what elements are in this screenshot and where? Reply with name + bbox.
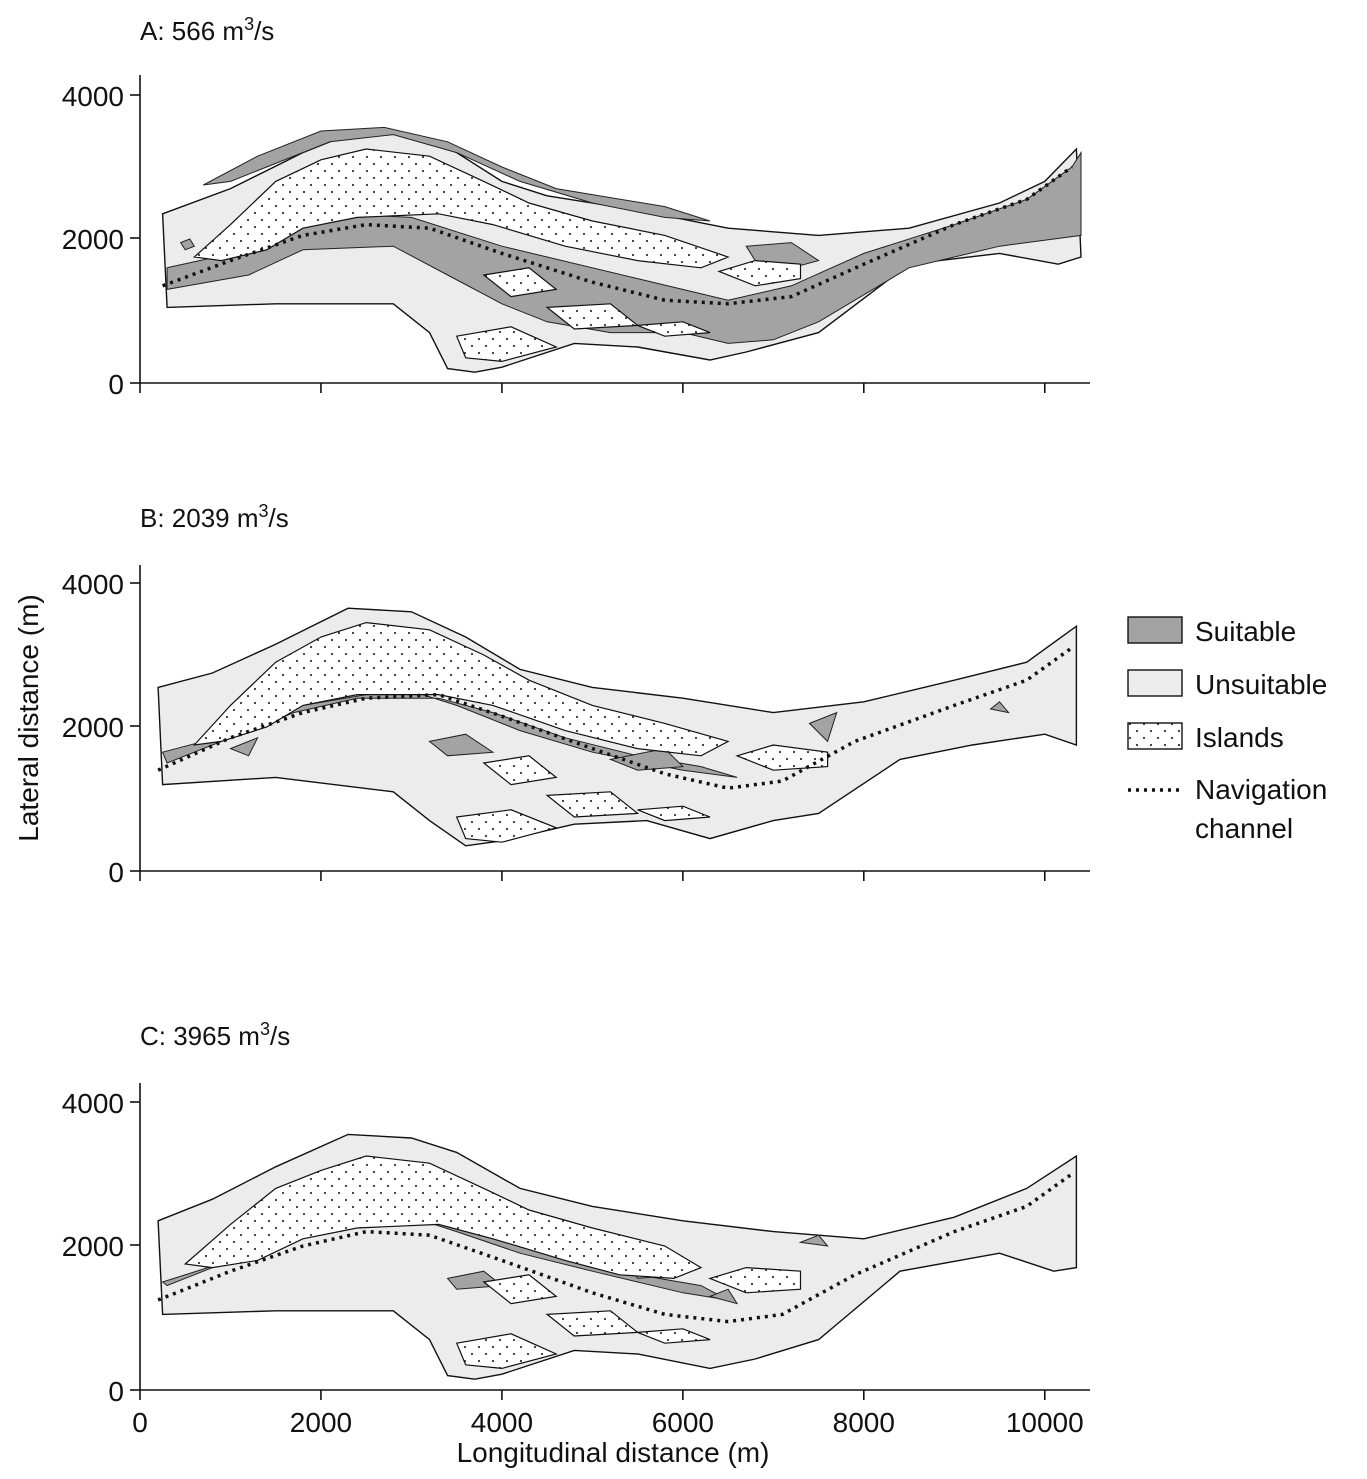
panel-c-islands bbox=[183, 1155, 802, 1370]
panel-c-xtick-label-3: 6000 bbox=[652, 1407, 714, 1438]
legend: Suitable Unsuitable Islands Navigation c… bbox=[1127, 616, 1327, 844]
panel-c-axes: 0 2000 4000 6000 8000 10000 0 2000 4000 bbox=[62, 1083, 1090, 1438]
panel-a-ytick-1: 2000 bbox=[62, 224, 124, 255]
legend-suitable-label: Suitable bbox=[1195, 616, 1296, 647]
panel-c-suitable-zone-4 bbox=[798, 1234, 829, 1247]
panel-c-xtick-label-2: 4000 bbox=[471, 1407, 533, 1438]
panel-b: B: 2039 m3/s 0 2000 4000 bbox=[62, 501, 1090, 888]
panel-a-suitable-zone-1 bbox=[203, 126, 711, 222]
panel-b-island-1 bbox=[735, 744, 829, 771]
legend-islands-swatch bbox=[1127, 722, 1183, 750]
panel-c-island-4 bbox=[637, 1328, 711, 1344]
panel-c-xtick-label-1: 2000 bbox=[290, 1407, 352, 1438]
panel-b-island-2 bbox=[482, 755, 558, 786]
panel-a-y-ticks: 0 2000 4000 bbox=[62, 81, 140, 400]
panel-b-islands bbox=[192, 621, 829, 843]
panel-b-title: B: 2039 m3/s bbox=[140, 501, 289, 533]
panel-b-axes: 0 2000 4000 bbox=[62, 565, 1090, 888]
panel-c-ytick-1: 2000 bbox=[62, 1231, 124, 1262]
panel-b-suitable-zone-5 bbox=[229, 736, 259, 757]
legend-islands-label: Islands bbox=[1195, 722, 1284, 753]
legend-suitable-swatch bbox=[1127, 616, 1183, 644]
panel-a-islands bbox=[192, 148, 802, 363]
panel-a-suitable-zone-3 bbox=[179, 238, 196, 251]
legend-unsuitable-label: Unsuitable bbox=[1195, 669, 1327, 700]
panel-a-island-1 bbox=[717, 259, 802, 287]
panel-b-suitable-zone-4 bbox=[989, 701, 1010, 714]
panel-a-island-5 bbox=[455, 326, 558, 363]
panel-c-y-ticks: 0 2000 4000 bbox=[62, 1088, 140, 1407]
panel-b-island-0 bbox=[192, 621, 730, 757]
panel-c-island-5 bbox=[455, 1333, 558, 1370]
panel-a-ytick-0: 0 bbox=[108, 369, 124, 400]
panel-c-x-ticks: 0 2000 4000 6000 8000 10000 bbox=[132, 1390, 1084, 1438]
panel-b-ytick-1: 2000 bbox=[62, 712, 124, 743]
panel-a-x-ticks bbox=[139, 383, 1046, 393]
legend-channel-label-line2: channel bbox=[1195, 813, 1293, 844]
panel-b-suitable-zone-3 bbox=[808, 711, 838, 743]
panel-c: C: 3965 m3/s 0 2000 4000 6000 8000 10000 0 20… bbox=[62, 1019, 1090, 1438]
panel-a-title: A: 566 m3/s bbox=[140, 14, 274, 46]
panel-b-suitable-zone-2 bbox=[608, 748, 685, 771]
legend-unsuitable-swatch bbox=[1127, 669, 1183, 697]
panel-a-island-0 bbox=[192, 148, 730, 269]
panel-c-plot bbox=[157, 1133, 1078, 1380]
panel-c-island-1 bbox=[708, 1266, 802, 1294]
panel-c-title: C: 3965 m3/s bbox=[140, 1019, 290, 1051]
panel-a-suitable-zone-0 bbox=[166, 150, 1082, 344]
panel-a: A: 566 m3/s 0 2000 4000 bbox=[62, 14, 1090, 400]
panel-c-xtick-label-4: 8000 bbox=[833, 1407, 895, 1438]
panel-a-axes: 0 2000 4000 bbox=[62, 75, 1090, 400]
panel-a-ytick-2: 4000 bbox=[62, 81, 124, 112]
panel-b-island-4 bbox=[637, 805, 711, 822]
panel-b-x-ticks bbox=[139, 871, 1046, 881]
panel-c-ytick-2: 4000 bbox=[62, 1088, 124, 1119]
panel-b-suitable-zone-1 bbox=[428, 733, 495, 757]
panel-b-ytick-2: 4000 bbox=[62, 569, 124, 600]
panel-c-xtick-label-5: 10000 bbox=[1006, 1407, 1084, 1438]
panel-b-ytick-0: 0 bbox=[108, 857, 124, 888]
panel-b-plot bbox=[157, 607, 1078, 847]
panel-a-island-4 bbox=[637, 321, 711, 337]
panel-c-island-2 bbox=[482, 1274, 558, 1305]
panel-a-island-2 bbox=[482, 267, 558, 298]
panel-b-island-5 bbox=[455, 809, 559, 843]
panel-b-y-ticks: 0 2000 4000 bbox=[62, 569, 140, 888]
legend-channel-label-line1: Navigation bbox=[1195, 774, 1327, 805]
y-axis-label: Lateral distance (m) bbox=[13, 594, 44, 841]
panel-a-plot bbox=[161, 126, 1082, 373]
panel-c-island-0 bbox=[183, 1155, 703, 1280]
panel-c-suitable-zone-3 bbox=[708, 1288, 739, 1305]
panel-c-xtick-label-0: 0 bbox=[132, 1407, 148, 1438]
x-axis-label: Longitudinal distance (m) bbox=[457, 1437, 770, 1468]
panel-c-ytick-0: 0 bbox=[108, 1376, 124, 1407]
panel-b-island-3 bbox=[545, 791, 640, 818]
